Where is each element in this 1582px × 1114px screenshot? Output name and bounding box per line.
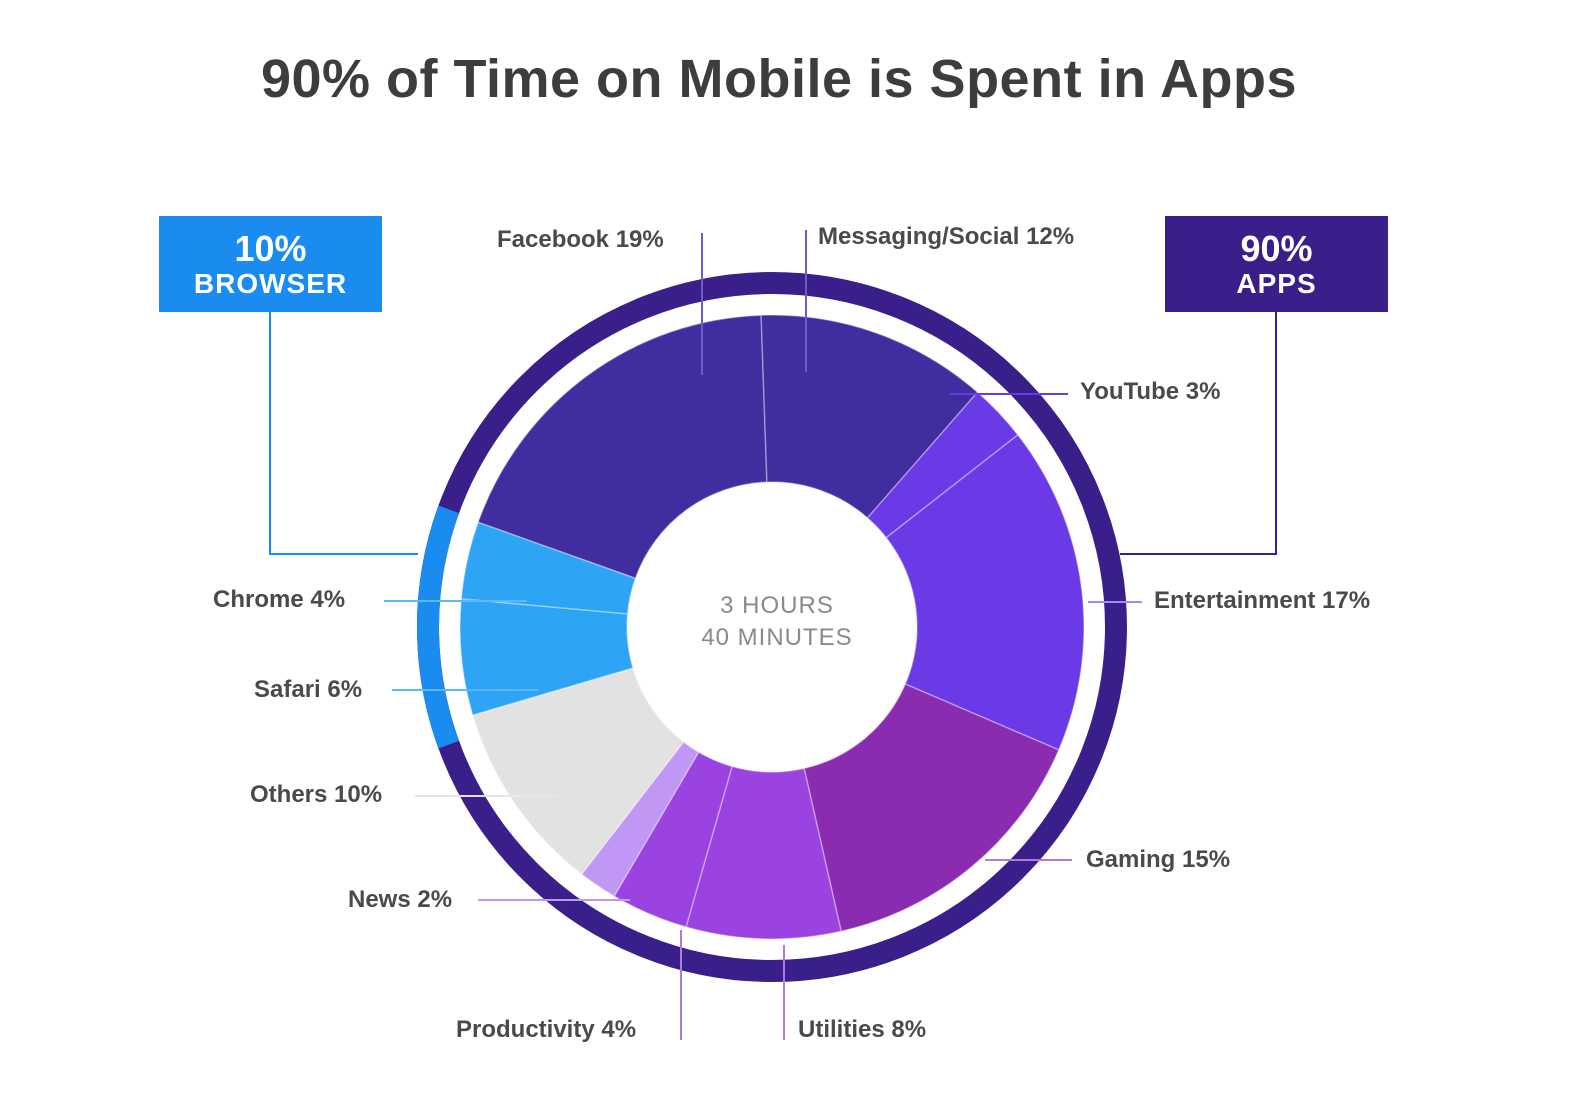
apps-label: APPS xyxy=(1236,268,1317,299)
donut-slices xyxy=(459,314,1085,940)
label-others: Others 10% xyxy=(250,781,383,808)
label-utilities: Utilities 8% xyxy=(798,1016,927,1043)
browser-group-ring xyxy=(416,505,460,749)
total-time-hours: 3 HOURS xyxy=(720,592,834,619)
total-time-label: 3 HOURS 40 MINUTES xyxy=(672,590,882,654)
label-facebook: Facebook 19% xyxy=(497,226,664,253)
slice-safari xyxy=(459,597,634,717)
browser-label: BROWSER xyxy=(193,268,348,299)
slice-messaging-social xyxy=(760,314,979,519)
apps-connector xyxy=(1120,312,1277,555)
browser-share-box: 10% BROWSER xyxy=(159,216,382,312)
slice-gaming xyxy=(803,683,1060,933)
label-news: News 2% xyxy=(348,886,453,913)
slice-facebook xyxy=(477,314,768,580)
slice-news xyxy=(580,740,700,898)
chart-title: 90% of Time on Mobile is Spent in Apps xyxy=(260,49,1298,109)
slice-others xyxy=(471,667,685,876)
label-gaming: Gaming 15% xyxy=(1086,846,1231,873)
slice-utilities xyxy=(685,765,843,940)
label-productivity: Productivity 4% xyxy=(456,1016,637,1043)
label-safari: Safari 6% xyxy=(254,676,363,703)
slice-chrome xyxy=(460,521,637,615)
label-chrome: Chrome 4% xyxy=(213,586,346,613)
browser-connector xyxy=(269,312,418,555)
apps-percent: 90% xyxy=(1240,228,1313,269)
label-youtube: YouTube 3% xyxy=(1080,378,1221,405)
browser-percent: 10% xyxy=(234,228,307,269)
slice-entertainment xyxy=(885,433,1085,751)
label-entertainment: Entertainment 17% xyxy=(1154,587,1371,614)
apps-share-box: 90% APPS xyxy=(1165,216,1388,312)
total-time-minutes: 40 MINUTES xyxy=(701,624,853,651)
label-messaging: Messaging/Social 12% xyxy=(818,223,1075,250)
